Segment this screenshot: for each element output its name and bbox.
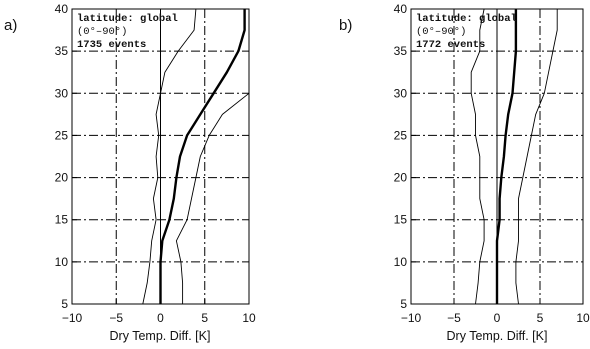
series-line-mean <box>495 9 518 304</box>
y-tick-label: 20 <box>394 171 408 185</box>
x-tick-label: 5 <box>537 311 544 325</box>
curves-b <box>470 8 558 305</box>
x-axis-title-a: Dry Temp. Diff. [K] <box>110 329 211 343</box>
annotation-b: latitude: global (0°–90°) 1772 events <box>416 13 517 51</box>
annotation-a: latitude: global (0°–90°) 1735 events <box>77 13 178 51</box>
x-tick-label: 10 <box>242 311 256 325</box>
x-tick-label: −5 <box>447 311 461 325</box>
y-tick-label: 10 <box>55 255 69 269</box>
annotation-line-1: latitude: global <box>77 13 178 25</box>
y-tick-label: 25 <box>394 128 408 142</box>
y-tick-label: 30 <box>55 86 69 100</box>
panel-label-a: a) <box>4 17 17 34</box>
series-line-mean <box>159 9 246 304</box>
ticks-a: −10 −5 0 5 10 5 10 15 20 25 30 35 40 <box>55 2 256 325</box>
y-tick-label: 30 <box>394 86 408 100</box>
y-tick-label: 40 <box>394 2 408 16</box>
x-tick-label: 0 <box>157 311 164 325</box>
x-tick-label: 0 <box>494 311 501 325</box>
y-tick-label: 15 <box>394 213 408 227</box>
y-tick-label: 10 <box>394 255 408 269</box>
x-tick-label: −10 <box>401 311 422 325</box>
panel-a: a) −10 −5 0 5 10 5 10 15 20 25 30 35 40 latitude: gl… <box>4 2 256 343</box>
annotation-line-3: 1735 events <box>77 39 146 51</box>
series-line-upper <box>515 9 558 305</box>
y-tick-label: 20 <box>55 171 69 185</box>
ticks-b: −10 −5 0 5 10 5 10 15 20 25 30 35 40 <box>394 2 590 325</box>
panel-label-b: b) <box>339 17 352 34</box>
x-tick-label: 10 <box>576 311 590 325</box>
annotation-line-3: 1772 events <box>416 39 485 51</box>
y-tick-label: 40 <box>55 2 69 16</box>
series-line-lower <box>142 8 197 305</box>
curves-a <box>142 8 250 305</box>
y-tick-label: 5 <box>400 297 407 311</box>
y-tick-label: 35 <box>55 44 69 58</box>
annotation-line-2: (0°–90°) <box>416 26 466 38</box>
y-tick-label: 5 <box>61 297 68 311</box>
series-line-lower <box>470 8 485 305</box>
annotation-line-2: (0°–90°) <box>77 26 127 38</box>
y-tick-label: 35 <box>394 44 408 58</box>
x-tick-label: −10 <box>62 311 83 325</box>
x-axis-title-b: Dry Temp. Diff. [K] <box>447 329 548 343</box>
panel-b: b) −10 −5 0 5 10 5 10 15 20 25 30 35 40 latitude: gl… <box>339 2 590 343</box>
y-tick-label: 15 <box>55 213 69 227</box>
y-tick-label: 25 <box>55 128 69 142</box>
x-tick-label: 5 <box>201 311 208 325</box>
x-tick-label: −5 <box>109 311 123 325</box>
annotation-line-1: latitude: global <box>416 13 517 25</box>
